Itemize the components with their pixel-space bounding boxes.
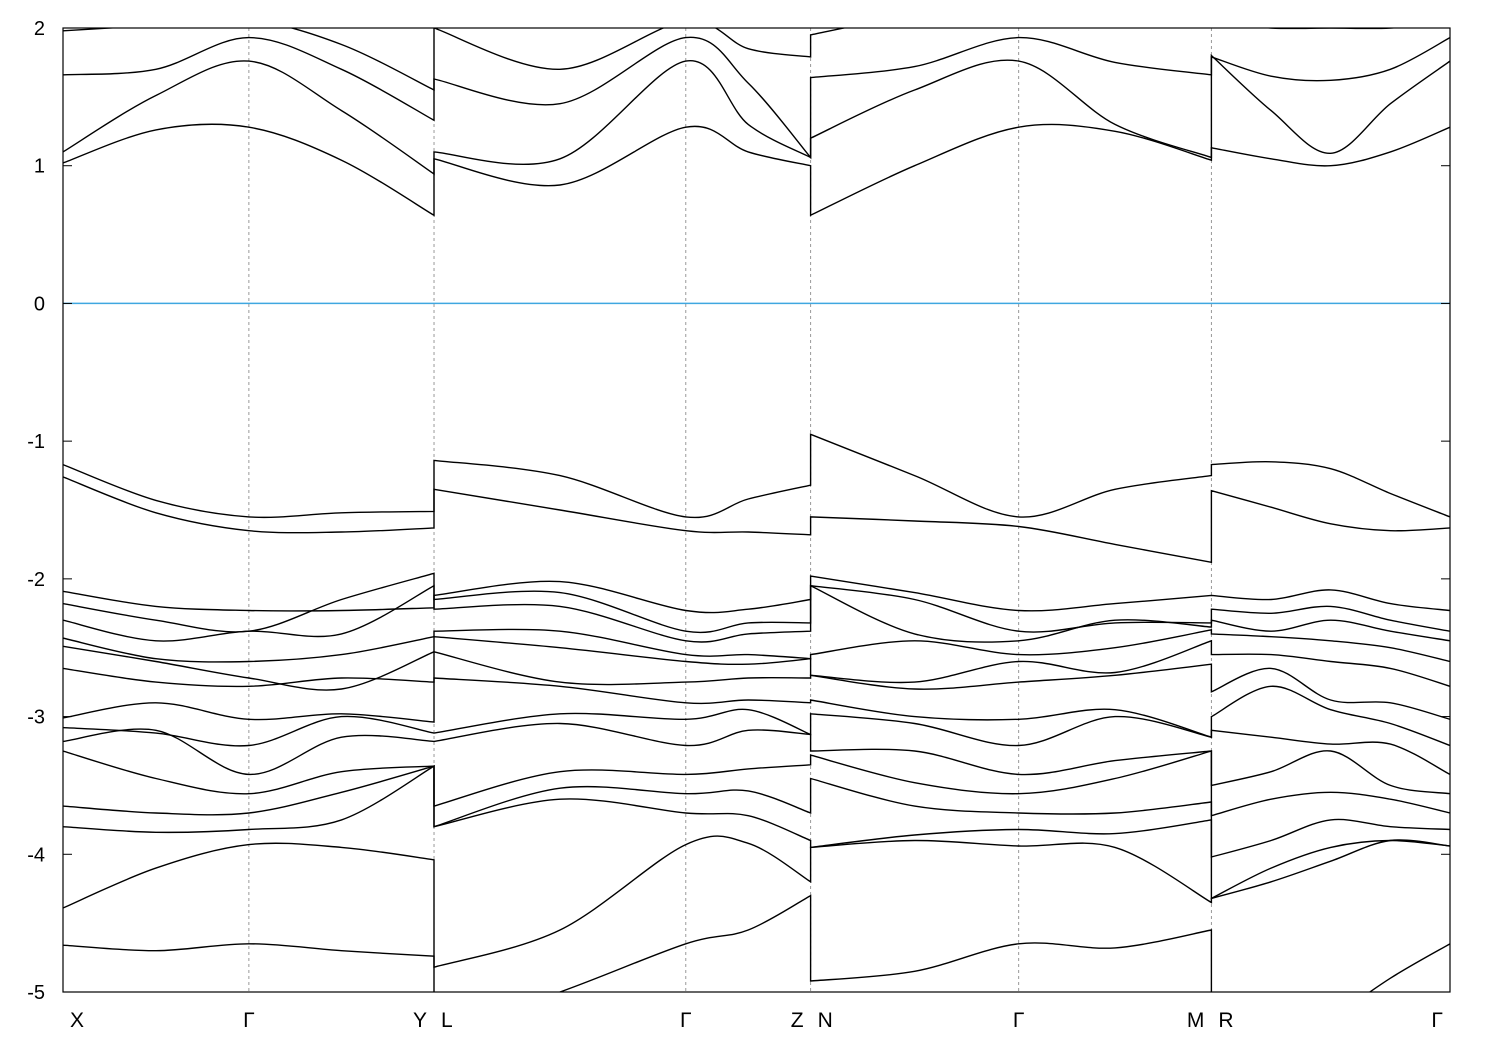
kpoint-label: N <box>818 1009 833 1032</box>
band-line <box>63 722 1450 795</box>
kpoint-label: M <box>1187 1009 1205 1032</box>
kpoint-label: Γ <box>1013 1009 1025 1032</box>
band-line <box>63 53 1450 176</box>
y-tick-label: 1 <box>34 156 45 178</box>
y-tick-label: -5 <box>27 982 45 1004</box>
plot-frame <box>62 27 1451 993</box>
band-line <box>63 635 1450 691</box>
kpoint-label: Γ <box>680 1009 692 1032</box>
band-line <box>63 584 1450 643</box>
y-tick-label: -4 <box>27 844 45 866</box>
band-line <box>63 628 1450 663</box>
band-line <box>63 575 1450 614</box>
kpoint-label: L <box>441 1009 453 1032</box>
kpoint-label: Y <box>413 1009 427 1032</box>
band-line <box>63 835 1450 969</box>
y-tick-label: 2 <box>34 18 45 40</box>
band-line <box>63 894 1450 992</box>
band-line <box>63 650 1450 720</box>
kpoint-label: X <box>70 1009 84 1032</box>
y-tick-label: -1 <box>27 431 45 453</box>
y-tick-label: -2 <box>27 569 45 591</box>
y-tick-label: -3 <box>27 707 45 729</box>
band-line <box>63 28 1400 92</box>
y-tick-label: 0 <box>34 293 45 315</box>
kpoint-label: R <box>1218 1009 1233 1032</box>
band-line <box>63 765 1450 858</box>
band-line <box>63 36 1450 160</box>
y-axis: 2 1 0 -1 -2 -3 -4 -5 <box>27 18 1450 1004</box>
band-line <box>63 476 1450 564</box>
band-line <box>63 750 1450 817</box>
band-line <box>63 708 1450 776</box>
kpoint-label: Γ <box>1431 1009 1443 1032</box>
kpoint-label: Z <box>791 1009 804 1032</box>
band-line <box>63 677 1450 747</box>
band-line <box>63 433 1450 519</box>
kpoint-gridlines <box>248 28 1212 992</box>
bands <box>63 28 1450 992</box>
kpoint-label: Γ <box>243 1009 255 1032</box>
band-line <box>63 123 1450 217</box>
band-line <box>63 764 1450 900</box>
band-line <box>63 572 1450 634</box>
